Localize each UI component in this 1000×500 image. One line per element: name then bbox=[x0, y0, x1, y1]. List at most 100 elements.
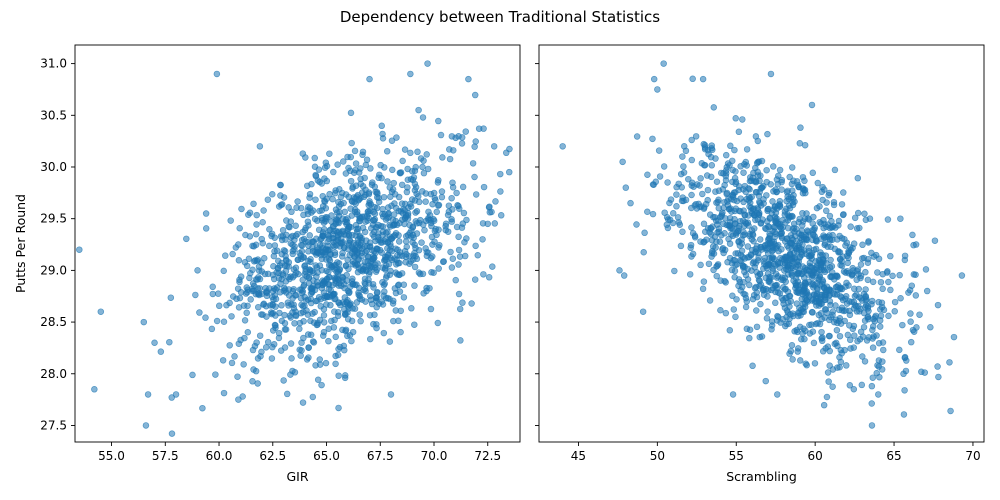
data-point bbox=[434, 319, 442, 327]
data-point bbox=[799, 222, 806, 229]
data-point bbox=[748, 207, 755, 214]
data-point bbox=[887, 286, 894, 294]
data-point bbox=[740, 279, 747, 286]
data-point bbox=[348, 337, 355, 345]
data-point bbox=[633, 221, 640, 228]
data-point bbox=[440, 258, 448, 265]
data-point bbox=[746, 334, 753, 342]
data-point bbox=[212, 371, 219, 378]
data-point bbox=[843, 279, 850, 287]
data-point bbox=[266, 226, 273, 233]
data-point bbox=[362, 263, 369, 271]
data-point bbox=[766, 255, 773, 262]
data-point bbox=[437, 131, 445, 139]
data-point bbox=[836, 332, 844, 340]
data-point bbox=[285, 302, 292, 309]
data-point bbox=[756, 236, 764, 243]
data-point bbox=[814, 319, 821, 327]
data-point bbox=[722, 309, 730, 317]
data-point bbox=[398, 200, 406, 207]
data-point bbox=[489, 263, 496, 270]
data-point bbox=[741, 291, 749, 298]
data-point bbox=[897, 215, 904, 222]
data-point bbox=[735, 282, 742, 290]
data-point bbox=[219, 357, 227, 364]
data-point bbox=[326, 190, 333, 198]
data-point bbox=[850, 240, 858, 247]
data-point bbox=[909, 326, 917, 334]
data-point bbox=[950, 333, 958, 341]
data-point bbox=[844, 331, 852, 339]
x-tick-label: 70 bbox=[965, 449, 980, 463]
data-point bbox=[316, 178, 323, 186]
data-point bbox=[362, 186, 369, 194]
data-point bbox=[336, 208, 343, 216]
data-point bbox=[869, 374, 877, 381]
data-point bbox=[372, 268, 380, 275]
data-point bbox=[281, 320, 289, 327]
data-point bbox=[660, 163, 668, 170]
data-point bbox=[836, 364, 843, 371]
data-point bbox=[305, 344, 312, 351]
data-point bbox=[840, 307, 848, 315]
data-point bbox=[885, 312, 892, 320]
data-point bbox=[691, 232, 699, 240]
data-point bbox=[312, 171, 319, 179]
data-point bbox=[702, 200, 710, 208]
data-point bbox=[803, 361, 810, 369]
data-point bbox=[779, 256, 786, 263]
data-point bbox=[433, 208, 440, 216]
data-point bbox=[910, 271, 918, 278]
data-point bbox=[885, 278, 892, 286]
data-point bbox=[808, 308, 816, 316]
data-point bbox=[616, 267, 623, 274]
data-point bbox=[891, 298, 899, 306]
data-point bbox=[686, 271, 694, 278]
data-point bbox=[729, 292, 736, 300]
data-point bbox=[341, 294, 349, 301]
data-point bbox=[387, 193, 394, 200]
data-point bbox=[256, 143, 264, 150]
data-point bbox=[462, 128, 469, 135]
data-point bbox=[823, 283, 831, 290]
data-point bbox=[352, 166, 359, 174]
data-point bbox=[819, 251, 826, 259]
data-point bbox=[763, 264, 771, 272]
data-point bbox=[796, 140, 804, 147]
data-point bbox=[871, 317, 878, 325]
data-point bbox=[395, 232, 402, 239]
data-point bbox=[353, 299, 361, 306]
data-point bbox=[300, 282, 307, 290]
data-point bbox=[870, 333, 877, 340]
data-point bbox=[235, 257, 243, 264]
data-point bbox=[426, 284, 433, 292]
data-point bbox=[756, 270, 764, 278]
data-point bbox=[309, 238, 317, 245]
data-point bbox=[742, 271, 750, 279]
data-point bbox=[845, 254, 852, 262]
figure-title: Dependency between Traditional Statistic… bbox=[340, 8, 660, 26]
data-point bbox=[299, 228, 307, 236]
data-point bbox=[661, 209, 668, 216]
data-point bbox=[829, 383, 836, 390]
data-point bbox=[388, 235, 396, 242]
axes-frame bbox=[538, 44, 985, 443]
data-point bbox=[797, 124, 804, 131]
data-point bbox=[793, 300, 801, 307]
data-point bbox=[342, 191, 350, 198]
data-point bbox=[688, 224, 695, 231]
data-point bbox=[878, 366, 886, 373]
data-point bbox=[333, 265, 340, 272]
data-point bbox=[792, 275, 800, 282]
data-point bbox=[734, 250, 742, 257]
data-point bbox=[491, 220, 499, 227]
data-point bbox=[400, 294, 408, 301]
data-point bbox=[298, 255, 305, 263]
data-point bbox=[407, 258, 415, 265]
data-point bbox=[254, 274, 262, 281]
data-point bbox=[772, 299, 779, 307]
data-point bbox=[650, 181, 657, 188]
data-point bbox=[857, 305, 864, 313]
y-axis-label: Putts Per Round bbox=[13, 194, 28, 293]
data-point bbox=[810, 291, 818, 298]
